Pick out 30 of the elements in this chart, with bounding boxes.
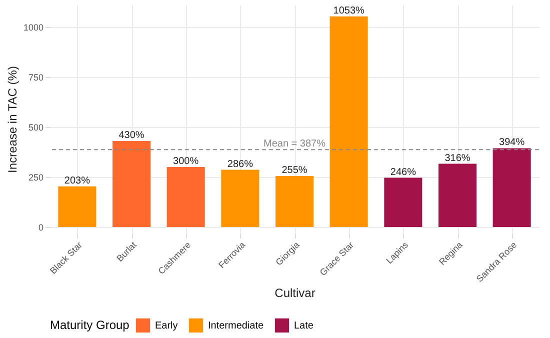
bar <box>330 16 368 227</box>
data-label: 286% <box>227 158 254 170</box>
data-label: 430% <box>118 130 144 141</box>
bar <box>112 141 151 227</box>
data-label: 1053% <box>333 5 365 16</box>
data-label: 300% <box>173 156 199 167</box>
data-label: 203% <box>64 175 90 186</box>
y-tick-label: 250 <box>28 172 44 182</box>
bar <box>166 167 205 227</box>
bar <box>221 170 260 227</box>
y-tick-label: 500 <box>28 122 44 132</box>
ref-line-label: Mean = 387% <box>264 138 326 150</box>
y-axis-title: Increase in TAC (%) <box>5 66 20 173</box>
y-tick-label: 750 <box>28 72 44 82</box>
legend-label: Late <box>294 320 314 332</box>
data-label: 246% <box>390 166 416 178</box>
legend-label: Intermediate <box>208 320 264 332</box>
bar <box>438 164 477 227</box>
bar <box>492 148 531 227</box>
y-tick-label: 0 <box>38 222 44 232</box>
y-tick-label: 1000 <box>23 22 44 32</box>
x-axis-title: Cultivar <box>274 286 316 300</box>
data-label: 316% <box>444 152 470 164</box>
bar <box>275 176 314 227</box>
legend-label: Early <box>155 320 178 332</box>
data-label: 255% <box>282 165 308 176</box>
bar <box>58 186 96 227</box>
data-label: 394% <box>499 137 525 148</box>
legend-title: Maturity Group <box>50 318 130 332</box>
bar <box>384 178 422 227</box>
